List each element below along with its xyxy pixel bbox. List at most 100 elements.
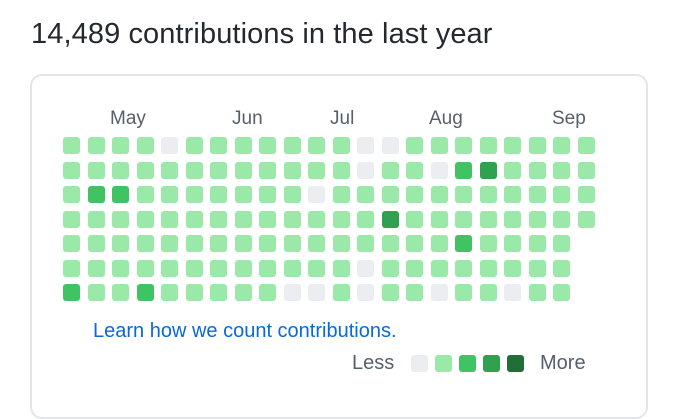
contribution-day-cell[interactable] bbox=[161, 235, 178, 252]
contribution-day-cell[interactable] bbox=[234, 137, 252, 154]
contribution-day-cell[interactable] bbox=[479, 235, 497, 252]
contribution-day-cell[interactable] bbox=[357, 235, 374, 252]
contribution-day-cell[interactable] bbox=[528, 161, 546, 179]
contribution-day-cell[interactable] bbox=[259, 137, 276, 154]
contribution-day-cell[interactable] bbox=[283, 259, 301, 277]
contribution-day-cell[interactable] bbox=[234, 161, 252, 179]
contribution-day-cell[interactable] bbox=[185, 137, 203, 154]
contribution-day-cell[interactable] bbox=[283, 161, 301, 179]
contribution-day-cell[interactable] bbox=[332, 137, 350, 154]
contribution-day-cell[interactable] bbox=[112, 284, 129, 301]
contribution-day-cell[interactable] bbox=[308, 137, 325, 154]
contribution-day-cell[interactable] bbox=[283, 235, 301, 252]
contribution-day-cell[interactable] bbox=[185, 161, 203, 179]
contribution-day-cell[interactable] bbox=[210, 235, 227, 252]
contribution-day-cell[interactable] bbox=[406, 259, 423, 277]
contribution-day-cell[interactable] bbox=[381, 210, 399, 228]
contribution-day-cell[interactable] bbox=[479, 186, 497, 203]
contribution-day-cell[interactable] bbox=[234, 186, 252, 203]
contribution-day-cell[interactable] bbox=[185, 284, 203, 301]
contribution-day-cell[interactable] bbox=[112, 186, 129, 203]
contribution-day-cell[interactable] bbox=[430, 284, 448, 301]
contribution-day-cell[interactable] bbox=[553, 259, 570, 277]
contribution-day-cell[interactable] bbox=[332, 210, 350, 228]
contribution-day-cell[interactable] bbox=[87, 210, 105, 228]
contribution-day-cell[interactable] bbox=[259, 284, 276, 301]
contribution-day-cell[interactable] bbox=[528, 186, 546, 203]
contribution-day-cell[interactable] bbox=[357, 284, 374, 301]
contribution-day-cell[interactable] bbox=[553, 137, 570, 154]
contribution-day-cell[interactable] bbox=[112, 161, 129, 179]
contribution-day-cell[interactable] bbox=[210, 161, 227, 179]
contribution-day-cell[interactable] bbox=[504, 210, 521, 228]
contribution-day-cell[interactable] bbox=[283, 186, 301, 203]
contribution-day-cell[interactable] bbox=[332, 161, 350, 179]
contribution-day-cell[interactable] bbox=[332, 284, 350, 301]
contribution-day-cell[interactable] bbox=[430, 235, 448, 252]
contribution-day-cell[interactable] bbox=[234, 235, 252, 252]
contribution-day-cell[interactable] bbox=[479, 284, 497, 301]
contribution-day-cell[interactable] bbox=[136, 161, 154, 179]
contribution-day-cell[interactable] bbox=[577, 210, 595, 228]
contribution-day-cell[interactable] bbox=[210, 284, 227, 301]
contribution-day-cell[interactable] bbox=[528, 235, 546, 252]
contribution-day-cell[interactable] bbox=[455, 284, 472, 301]
contribution-day-cell[interactable] bbox=[479, 259, 497, 277]
contribution-day-cell[interactable] bbox=[136, 259, 154, 277]
contribution-day-cell[interactable] bbox=[87, 161, 105, 179]
contribution-day-cell[interactable] bbox=[577, 137, 595, 154]
contribution-day-cell[interactable] bbox=[210, 259, 227, 277]
contribution-day-cell[interactable] bbox=[553, 235, 570, 252]
contribution-day-cell[interactable] bbox=[455, 259, 472, 277]
contribution-day-cell[interactable] bbox=[406, 235, 423, 252]
contribution-day-cell[interactable] bbox=[479, 210, 497, 228]
contribution-day-cell[interactable] bbox=[504, 137, 521, 154]
contribution-day-cell[interactable] bbox=[161, 259, 178, 277]
contribution-day-cell[interactable] bbox=[308, 235, 325, 252]
contribution-day-cell[interactable] bbox=[136, 284, 154, 301]
contribution-day-cell[interactable] bbox=[185, 259, 203, 277]
contribution-day-cell[interactable] bbox=[259, 161, 276, 179]
contribution-day-cell[interactable] bbox=[87, 235, 105, 252]
contribution-day-cell[interactable] bbox=[553, 210, 570, 228]
contribution-day-cell[interactable] bbox=[308, 186, 325, 203]
contribution-day-cell[interactable] bbox=[528, 137, 546, 154]
contribution-day-cell[interactable] bbox=[136, 186, 154, 203]
contribution-day-cell[interactable] bbox=[528, 259, 546, 277]
contribution-day-cell[interactable] bbox=[210, 137, 227, 154]
contribution-day-cell[interactable] bbox=[455, 186, 472, 203]
contribution-day-cell[interactable] bbox=[87, 284, 105, 301]
contribution-day-cell[interactable] bbox=[455, 235, 472, 252]
contribution-day-cell[interactable] bbox=[406, 186, 423, 203]
contribution-day-cell[interactable] bbox=[504, 284, 521, 301]
contribution-day-cell[interactable] bbox=[234, 284, 252, 301]
contribution-day-cell[interactable] bbox=[504, 161, 521, 179]
contribution-day-cell[interactable] bbox=[430, 137, 448, 154]
contribution-day-cell[interactable] bbox=[112, 235, 129, 252]
contribution-day-cell[interactable] bbox=[381, 186, 399, 203]
contribution-day-cell[interactable] bbox=[185, 235, 203, 252]
contribution-day-cell[interactable] bbox=[308, 161, 325, 179]
contribution-day-cell[interactable] bbox=[430, 161, 448, 179]
contribution-day-cell[interactable] bbox=[283, 137, 301, 154]
contribution-day-cell[interactable] bbox=[528, 210, 546, 228]
contribution-day-cell[interactable] bbox=[87, 259, 105, 277]
contribution-day-cell[interactable] bbox=[63, 284, 80, 301]
contribution-day-cell[interactable] bbox=[357, 259, 374, 277]
contribution-day-cell[interactable] bbox=[259, 259, 276, 277]
contribution-day-cell[interactable] bbox=[455, 161, 472, 179]
contribution-day-cell[interactable] bbox=[332, 186, 350, 203]
contribution-day-cell[interactable] bbox=[577, 161, 595, 179]
contribution-day-cell[interactable] bbox=[553, 284, 570, 301]
contribution-day-cell[interactable] bbox=[234, 259, 252, 277]
contribution-day-cell[interactable] bbox=[112, 259, 129, 277]
contribution-day-cell[interactable] bbox=[185, 186, 203, 203]
contribution-day-cell[interactable] bbox=[553, 161, 570, 179]
contribution-day-cell[interactable] bbox=[63, 186, 80, 203]
contribution-day-cell[interactable] bbox=[161, 284, 178, 301]
contribution-day-cell[interactable] bbox=[455, 210, 472, 228]
contribution-day-cell[interactable] bbox=[381, 284, 399, 301]
contribution-day-cell[interactable] bbox=[332, 235, 350, 252]
contribution-day-cell[interactable] bbox=[308, 259, 325, 277]
contribution-day-cell[interactable] bbox=[63, 235, 80, 252]
